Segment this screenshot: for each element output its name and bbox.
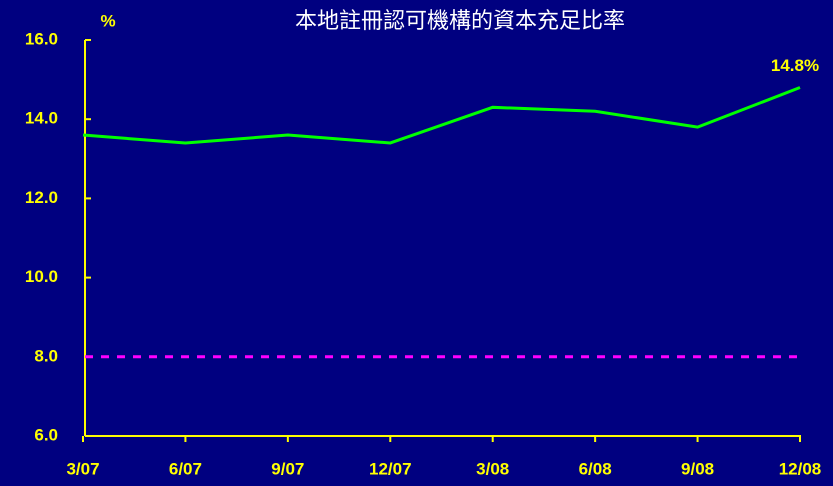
y-tick-label: 6.0: [34, 425, 58, 444]
y-tick-label: 8.0: [34, 346, 58, 365]
x-tick-label: 12/08: [779, 459, 822, 478]
data-label: 14.8%: [771, 56, 819, 75]
y-tick-label: 14.0: [25, 109, 58, 128]
x-tick-label: 9/08: [681, 459, 714, 478]
y-tick-label: 16.0: [25, 29, 58, 48]
x-tick-label: 12/07: [369, 459, 412, 478]
x-tick-label: 6/08: [579, 459, 612, 478]
y-tick-label: 12.0: [25, 188, 58, 207]
chart-title: 本地註冊認可機構的資本充足比率: [295, 8, 625, 33]
y-unit: %: [100, 11, 115, 30]
x-tick-label: 3/07: [66, 459, 99, 478]
x-tick-label: 6/07: [169, 459, 202, 478]
y-tick-label: 10.0: [25, 267, 58, 286]
x-tick-label: 3/08: [476, 459, 509, 478]
data-line: [82, 86, 801, 145]
x-tick-label: 9/07: [271, 459, 304, 478]
